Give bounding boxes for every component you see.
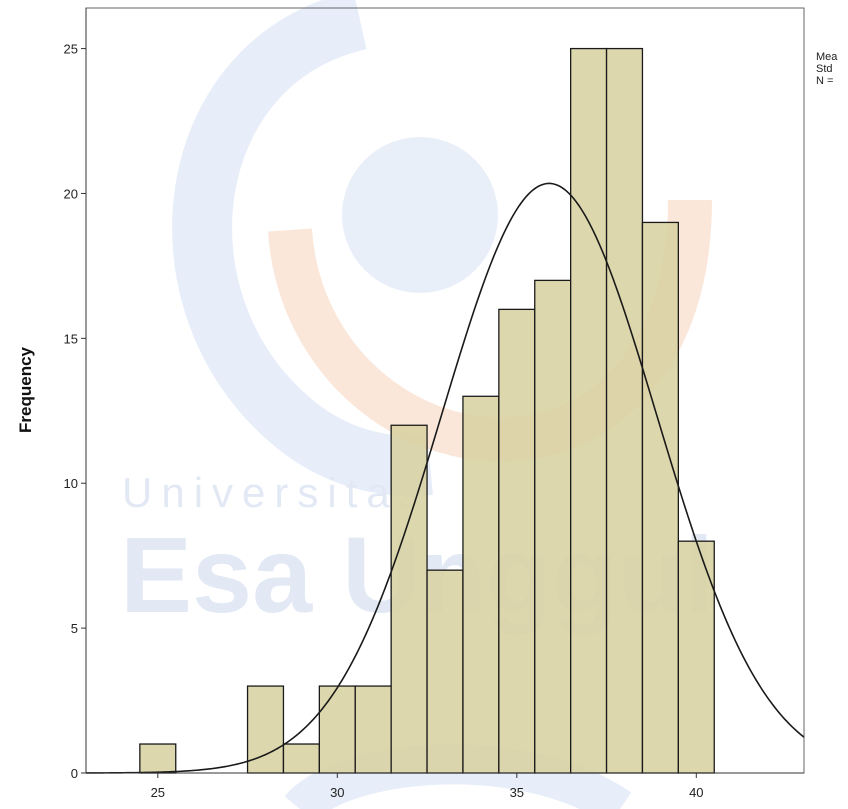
- y-tick-label-5: 5: [71, 621, 78, 636]
- watermark-globe: [342, 137, 498, 293]
- histogram-bar-10: [498, 308, 536, 774]
- x-tick-label-30: 30: [330, 785, 344, 800]
- watermark-outer-ring: [172, 0, 433, 496]
- histogram-bar-11: [534, 279, 572, 774]
- legend-line-0: Mea: [816, 51, 838, 63]
- histogram-bar-13: [605, 47, 644, 774]
- histogram-bar-9: [462, 395, 500, 774]
- x-tick-label-25: 25: [151, 785, 165, 800]
- histogram-bar-4: [282, 743, 321, 774]
- y-tick-label-25: 25: [64, 42, 78, 57]
- histogram-bar-5: [318, 685, 356, 774]
- x-tick-label-35: 35: [510, 785, 524, 800]
- x-tick-label-40: 40: [689, 785, 703, 800]
- y-tick-label-15: 15: [64, 331, 78, 346]
- y-tick-label-0: 0: [71, 766, 78, 781]
- histogram-bar-6: [354, 685, 392, 774]
- histogram-bar-8: [426, 569, 464, 774]
- y-tick-label-10: 10: [64, 476, 78, 491]
- histogram-bar-12: [570, 47, 608, 774]
- legend-line-2: N =: [816, 75, 833, 87]
- histogram-bar-0: [139, 743, 177, 774]
- histogram-bar-14: [641, 221, 680, 774]
- watermark-text-line1: Universitas: [122, 469, 429, 516]
- legend-line-1: Std: [816, 63, 833, 75]
- histogram-bar-7: [390, 424, 428, 774]
- histogram-bar-3: [246, 685, 285, 774]
- y-tick-label-20: 20: [64, 186, 78, 201]
- plot-area: 0 5 10 15 20 25 25 30 35 40: [64, 7, 805, 800]
- y-axis-label: Frequency: [16, 346, 35, 433]
- normal-curve: [86, 182, 805, 774]
